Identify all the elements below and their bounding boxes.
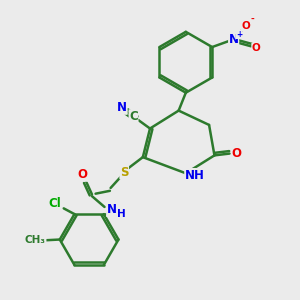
Text: O: O xyxy=(232,147,242,160)
Text: NH: NH xyxy=(185,169,205,182)
Text: -: - xyxy=(250,15,254,24)
Text: N: N xyxy=(229,33,239,46)
Text: O: O xyxy=(252,44,261,53)
Text: O: O xyxy=(78,168,88,181)
Text: N: N xyxy=(107,203,117,216)
Text: S: S xyxy=(120,166,128,179)
Text: CH₃: CH₃ xyxy=(25,235,46,245)
Text: N: N xyxy=(117,101,127,114)
Text: H: H xyxy=(117,209,126,219)
Text: C: C xyxy=(129,110,138,123)
Text: Cl: Cl xyxy=(49,197,62,210)
Text: +: + xyxy=(236,30,242,39)
Text: O: O xyxy=(242,21,250,31)
